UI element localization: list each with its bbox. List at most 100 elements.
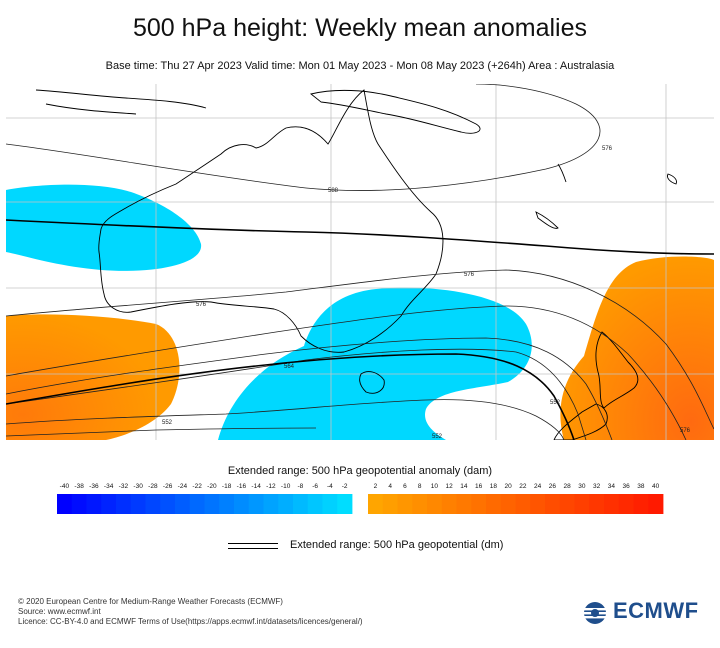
contour-552b [6,427,317,437]
negative-swatch [322,494,338,514]
negative-swatch [175,494,191,514]
page-subtitle: Base time: Thu 27 Apr 2023 Valid time: M… [105,60,615,72]
tasmania-coast [359,371,385,394]
contour-mid-b [6,337,613,440]
licence-text: Licence: CC-BY-4.0 and ECMWF Terms of Us… [18,617,363,626]
positive-swatch [618,494,634,514]
positive-swatch [382,494,398,514]
contour-label: 552 [550,400,561,406]
positive-tick-label: 18 [490,483,498,490]
negative-anomaly-west [6,184,202,271]
contour-line-symbol [228,541,278,551]
contour-legend-label: Extended range: 500 hPa geopotential (dm… [290,539,504,551]
negative-tick-label: -10 [281,483,291,490]
anomaly-map[interactable]: 588 576 576 564 552 552 552 576 576 [6,84,714,440]
negative-swatch [219,494,235,514]
contour-label: 552 [162,420,173,426]
positive-swatch [368,494,384,514]
contour-bold-zero [6,219,714,255]
contour-label: 576 [196,302,207,308]
negative-swatch [204,494,220,514]
negative-tick-label: -24 [178,483,188,490]
negative-tick-label: -18 [222,483,232,490]
nz-south-coast [553,403,608,440]
positive-tick-label: 40 [652,483,660,490]
positive-swatch-group [368,494,664,514]
positive-tick-label: 22 [519,483,527,490]
negative-swatch [71,494,87,514]
contour-legend: Extended range: 500 hPa geopotential (dm… [228,538,588,554]
negative-swatch [145,494,161,514]
negative-tick-label: -14 [251,483,261,490]
positive-swatch [500,494,516,514]
nz-north-coast [595,331,639,409]
negative-tick-label: -40 [60,483,70,490]
positive-tick-label: 6 [403,483,407,490]
positive-tick-label: 38 [637,483,645,490]
negative-swatch [293,494,309,514]
new-caledonia-coast [535,211,559,229]
negative-tick-label: -4 [327,483,333,490]
negative-swatch [337,494,353,514]
negative-tick-group: -40 -38 -36 -34 -32 -30 -28 -26 -24 -22 -20 -18 -16-… [60,483,348,490]
footer: © 2020 European Centre for Medium-Range … [18,597,363,627]
negative-tick-label: -34 [104,483,114,490]
positive-swatch [648,494,664,514]
negative-swatch [130,494,146,514]
positive-swatch [412,494,428,514]
anomaly-colorbar: -40 -38 -36 -34 -32 -30 -28 -26 -24 -22 -20 -18 -16-… [57,483,664,514]
coastlines [35,89,677,440]
positive-swatch [515,494,531,514]
positive-tick-label: 26 [549,483,557,490]
positive-tick-label: 24 [534,483,542,490]
positive-tick-label: 4 [388,483,392,490]
negative-tick-label: -28 [148,483,158,490]
contour-label: 576 [602,146,613,152]
negative-tick-label: -16 [237,483,247,490]
negative-anomaly-southeast [218,287,532,440]
positive-tick-label: 34 [608,483,616,490]
contour-label: 588 [328,188,339,194]
new-guinea-coast [310,89,481,134]
negative-swatch [263,494,279,514]
positive-tick-label: 16 [475,483,483,490]
negative-swatch [101,494,117,514]
positive-swatch [486,494,502,514]
positive-swatch [530,494,546,514]
positive-swatch [441,494,457,514]
positive-swatch [471,494,487,514]
contour-mid-a [6,305,687,440]
positive-tick-label: 8 [418,483,422,490]
positive-tick-label: 30 [578,483,586,490]
ecmwf-logo-icon [582,602,612,624]
ecmwf-logo[interactable]: ECMWF [582,598,706,626]
negative-swatch [86,494,102,514]
map-svg: 588 576 576 564 552 552 552 576 576 [6,84,714,440]
positive-tick-label: 28 [564,483,572,490]
positive-anomaly-southwest [6,314,180,440]
positive-swatch [427,494,443,514]
negative-tick-label: -20 [207,483,217,490]
contour-bold-low [6,353,575,440]
positive-tick-label: 2 [374,483,378,490]
graticule [6,84,714,440]
negative-swatch [307,494,323,514]
negative-tick-label: -36 [89,483,99,490]
copyright-text: © 2020 European Centre for Medium-Range … [18,597,283,606]
negative-swatch [189,494,205,514]
ecmwf-logo-text: ECMWF [613,598,699,623]
negative-swatch [160,494,176,514]
negative-tick-label: -32 [119,483,129,490]
positive-swatch [559,494,575,514]
source-text: Source: www.ecmwf.int [18,607,101,616]
anomaly-legend-title: Extended range: 500 hPa geopotential ano… [227,465,493,477]
contour-564 [6,348,587,440]
contours [6,84,714,440]
negative-tick-label: -8 [297,483,303,490]
contour-label: 576 [680,428,691,434]
negative-tick-label: -2 [342,483,348,490]
positive-swatch [545,494,561,514]
positive-tick-label: 14 [460,483,468,490]
positive-swatch [589,494,605,514]
positive-tick-group: 2 4 6 8 10 12 14 16 18 20 22 24 26 28 30 32 34 36 38 40 [374,483,660,490]
